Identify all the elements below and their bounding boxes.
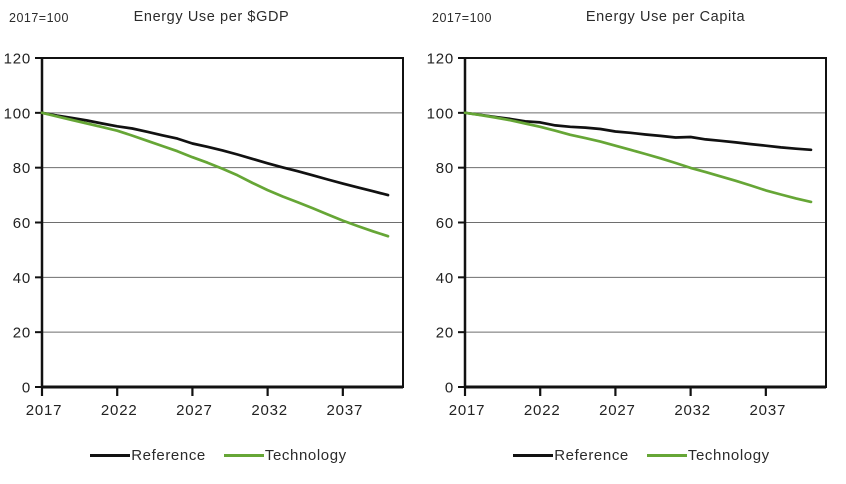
plot-energy-per-capita: 0 20 40 60 80 100 120 2017 2022 2027 2032 2037 [427,51,827,419]
legend-energy-per-gdp: Reference Technology [14,447,423,464]
units-label: 2017=100 [432,11,492,25]
svg-text:2032: 2032 [674,402,711,419]
series-line-reference [463,111,813,152]
svg-text:20: 20 [436,325,454,342]
legend-item-technology: Technology [223,447,347,464]
legend-label-reference: Reference [554,447,629,464]
svg-text:60: 60 [13,215,31,232]
technology-line-swatch [646,454,687,457]
legend-label-reference: Reference [131,447,206,464]
legend-label-technology: Technology [264,447,347,464]
x-axis-labels: 2017 2022 2027 2032 2037 [26,388,364,419]
y-axis-labels: 0 20 40 60 80 100 120 [427,51,465,397]
legend-energy-per-capita: Reference Technology [437,447,846,464]
svg-text:40: 40 [13,270,31,287]
svg-text:2027: 2027 [176,402,213,419]
units-label: 2017=100 [9,11,69,25]
svg-text:2017: 2017 [26,402,63,419]
legend-item-reference: Reference [513,447,629,464]
legend-item-reference: Reference [90,447,206,464]
gridlines [42,112,403,333]
svg-text:20: 20 [13,325,31,342]
svg-text:2017: 2017 [449,402,486,419]
svg-text:2022: 2022 [524,402,561,419]
svg-text:80: 80 [436,160,454,177]
legend-label-technology: Technology [687,447,770,464]
chart-panel-energy-per-gdp: 2017=100 Energy Use per $GDP 0 20 40 60 80 10… [4,9,423,464]
svg-text:80: 80 [13,160,31,177]
plot-energy-per-gdp: 0 20 40 60 80 100 120 2017 2022 2027 2032 2037 [4,51,404,419]
chart-panel-energy-per-capita: 2017=100 Energy Use per Capita 0 20 40 60 80… [423,0,846,484]
svg-text:100: 100 [4,105,31,122]
series-line-technology [463,111,813,204]
svg-text:2037: 2037 [327,402,364,419]
svg-text:120: 120 [427,51,454,68]
svg-text:100: 100 [427,105,454,122]
svg-text:2037: 2037 [750,402,787,419]
series-line-reference [40,111,390,197]
svg-text:120: 120 [4,51,31,68]
reference-line-swatch [513,454,554,457]
svg-text:2032: 2032 [251,402,288,419]
x-axis-labels: 2017 2022 2027 2032 2037 [449,388,787,419]
svg-text:2022: 2022 [101,402,138,419]
technology-line-swatch [223,454,264,457]
chart-title-energy-per-capita: Energy Use per Capita [585,9,746,25]
y-axis-labels: 0 20 40 60 80 100 120 [4,51,42,397]
svg-text:60: 60 [436,215,454,232]
reference-line-swatch [90,454,131,457]
svg-text:0: 0 [22,380,31,397]
svg-text:2027: 2027 [599,402,636,419]
series-line-technology [40,111,390,238]
gridlines [465,112,826,333]
svg-text:40: 40 [436,270,454,287]
legend-item-technology: Technology [646,447,770,464]
chart-title-energy-per-gdp: Energy Use per $GDP [133,9,290,25]
svg-text:0: 0 [445,380,454,397]
